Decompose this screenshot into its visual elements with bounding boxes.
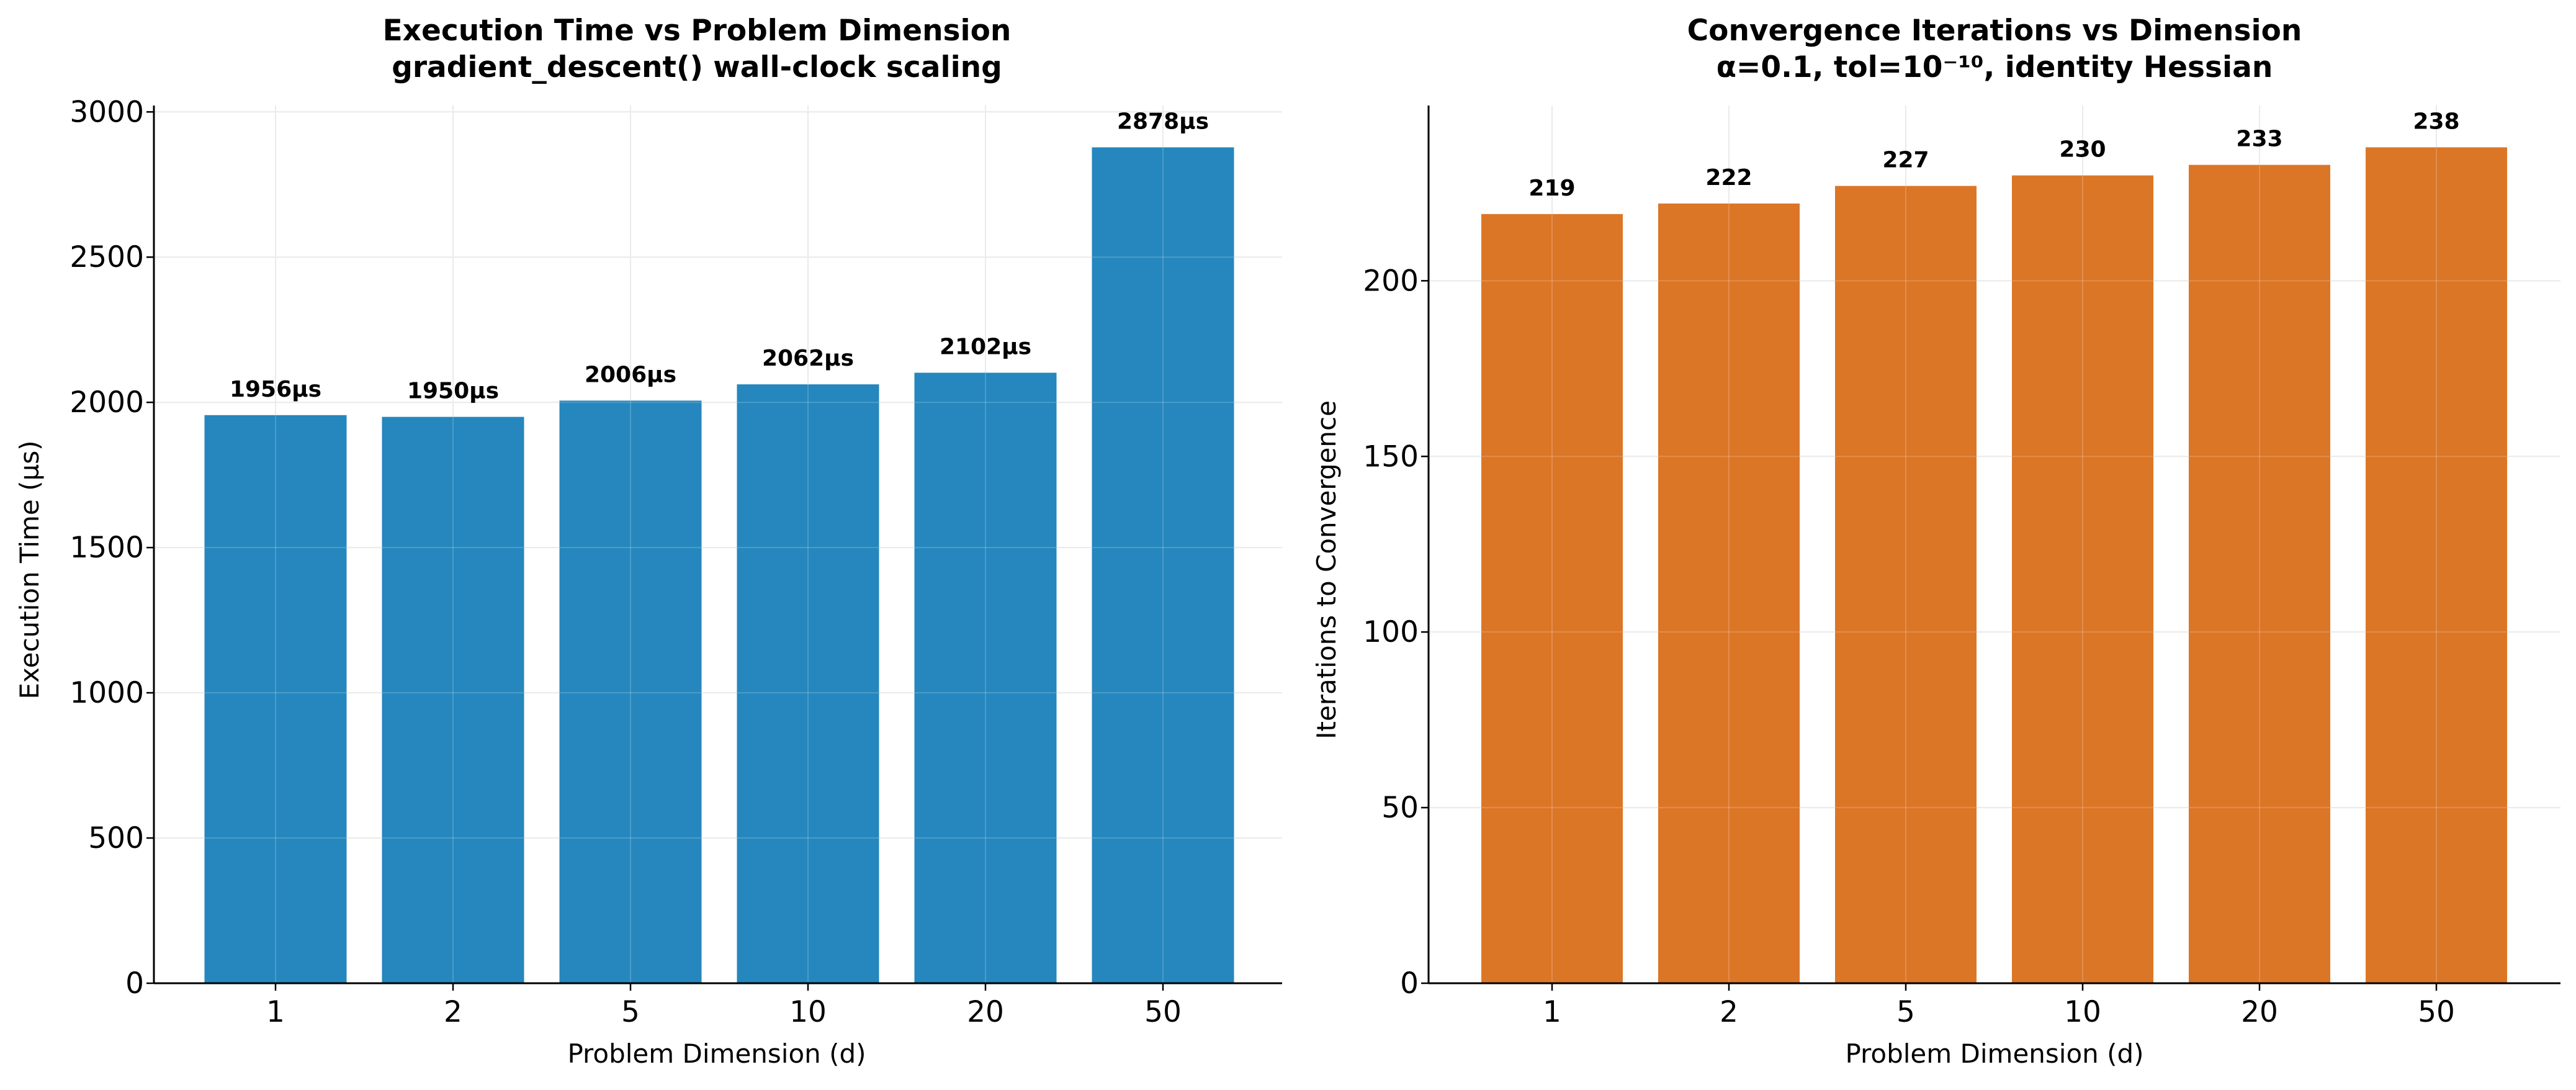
data-label: 1950µs [407,379,499,404]
y-tick-label: 0 [125,966,144,1001]
bar [204,415,347,983]
y-tick-label: 200 [1363,264,1419,298]
x-tick-label: 50 [2418,995,2455,1029]
data-label: 1956µs [230,377,321,402]
y-tick-label: 2000 [70,385,144,420]
data-label: 238 [2413,109,2459,134]
bar [1658,203,1800,984]
x-tick-label: 2 [444,995,462,1029]
bars [1481,147,2507,984]
x-tick-label: 10 [789,995,827,1029]
data-label: 230 [2059,137,2106,163]
y-axis-label: Iterations to Convergence [1311,400,1342,739]
x-tick-label: 20 [2241,995,2278,1029]
y-axis-label: Execution Time (µs) [14,441,45,700]
y-tick-label: 3000 [70,95,144,129]
axes [1421,106,2560,991]
data-label: 2102µs [940,334,1031,359]
x-axis-label: Problem Dimension (d) [1845,1038,2143,1069]
y-tick-label: 1500 [70,531,144,565]
x-tick-label: 20 [967,995,1004,1029]
axes [146,106,1282,991]
bar [2366,147,2507,983]
bar [559,400,702,983]
bars [204,147,1234,983]
x-tick-label: 2 [1720,995,1738,1029]
bar [1835,186,1977,983]
chart-title: Execution Time vs Problem Dimension [383,14,1012,48]
data-labels: 219 222 227 230 233 238 [1528,109,2459,201]
data-label: 2062µs [762,346,854,371]
bar [1092,147,1234,983]
x-tick-label: 1 [266,995,285,1029]
grid-overlay [1429,106,2560,984]
convergence-iterations-chart: Convergence Iterations vs Dimension α=0.… [1311,14,2560,1069]
y-tick-label: 50 [1381,791,1419,825]
y-tick-label: 500 [88,821,144,855]
chart-subtitle: gradient_descent() wall-clock scaling [392,50,1002,84]
tick-labels: 0 50 100 150 200 1 2 5 10 20 50 [1363,264,2455,1029]
data-label: 227 [1882,148,1929,173]
y-tick-label: 150 [1363,439,1419,474]
x-tick-label: 50 [1144,995,1182,1029]
y-tick-label: 1000 [70,676,144,710]
data-labels: 1956µs 1950µs 2006µs 2062µs 2102µs 2878µs [230,109,1209,403]
x-tick-label: 5 [621,995,640,1029]
data-label: 219 [1528,176,1575,201]
chart-title: Convergence Iterations vs Dimension [1687,14,2302,48]
data-label: 233 [2236,127,2282,152]
bar [2012,175,2153,984]
tick-labels: 0 500 1000 1500 2000 2500 3000 1 2 5 10 20 50 [70,95,1182,1029]
x-axis-label: Problem Dimension (d) [567,1038,866,1069]
y-tick-label: 0 [1400,966,1419,1001]
bar [1481,214,1623,983]
x-tick-label: 5 [1896,995,1915,1029]
data-label: 2006µs [585,362,676,387]
grid-overlay [154,106,1282,984]
x-tick-label: 1 [1543,995,1561,1029]
bar [914,372,1057,983]
bar [382,417,524,983]
bar [2189,164,2330,984]
chart-subtitle: α=0.1, tol=10⁻¹⁰, identity Hessian [1717,50,2273,84]
data-label: 2878µs [1117,109,1209,134]
execution-time-chart: Execution Time vs Problem Dimension grad… [14,14,1282,1069]
y-tick-label: 2500 [70,240,144,274]
data-label: 222 [1705,165,1752,191]
x-tick-label: 10 [2064,995,2101,1029]
bar [737,384,879,983]
y-tick-label: 100 [1363,615,1419,649]
